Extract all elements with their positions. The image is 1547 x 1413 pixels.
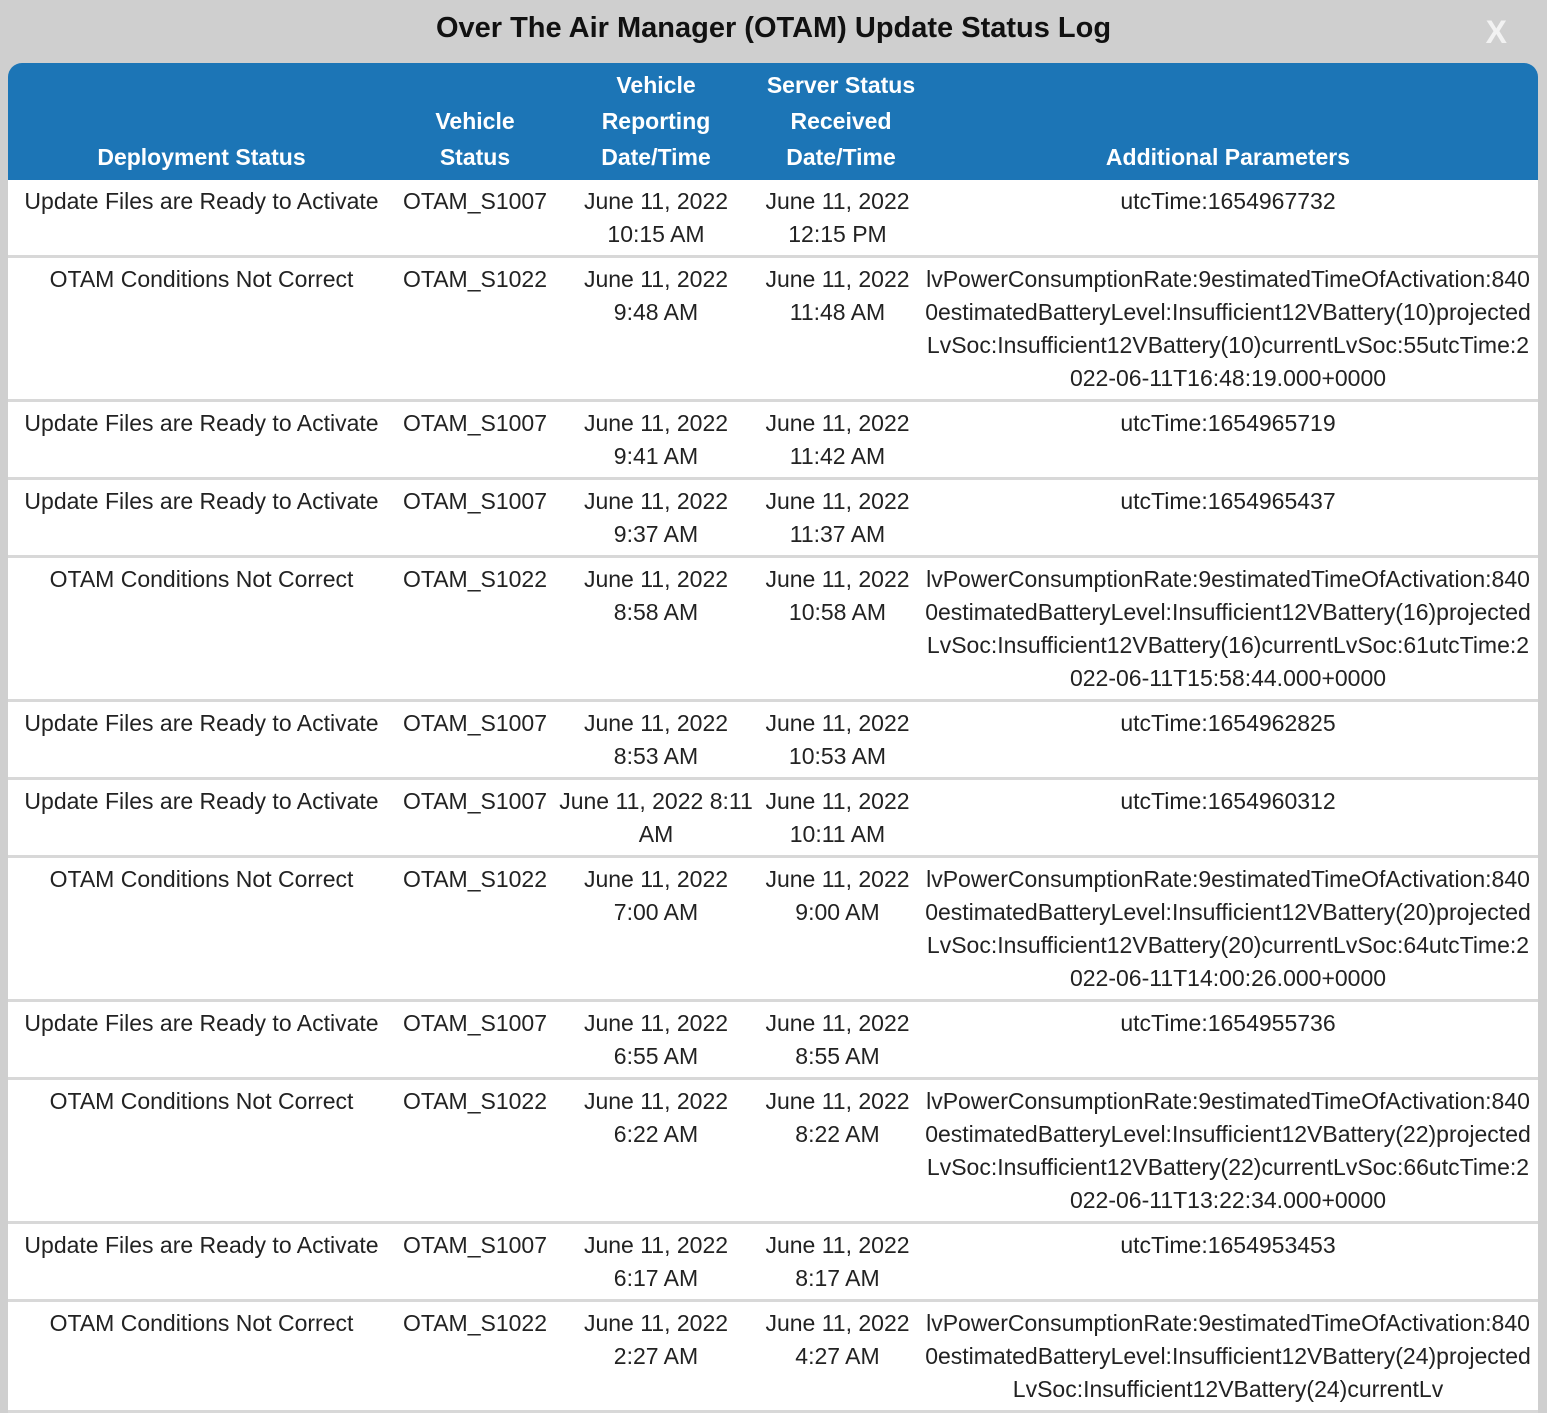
table-cell: lvPowerConsumptionRate:9estimatedTimeOfA… xyxy=(918,858,1538,1002)
table-cell: lvPowerConsumptionRate:9estimatedTimeOfA… xyxy=(918,1080,1538,1224)
table-row: Update Files are Ready to Activate OTAM_S… xyxy=(8,402,1538,480)
table-cell: OTAM_S1022 xyxy=(395,1080,555,1224)
table-cell: OTAM_S1007 xyxy=(395,1224,555,1302)
table-container: Deployment Status Vehicle Status Vehicle R… xyxy=(8,63,1538,1413)
table-cell: June 11, 2022 7:00 AM xyxy=(555,858,757,1002)
column-header[interactable]: Deployment Status xyxy=(8,63,395,180)
table-row: Update Files are Ready to Activate OTAM_S… xyxy=(8,702,1538,780)
table-cell: OTAM_S1007 xyxy=(395,480,555,558)
table-cell: June 11, 2022 8:17 AM xyxy=(757,1224,918,1302)
header-text: Server Status Received Date/Time xyxy=(766,72,916,170)
table-cell: June 11, 2022 10:11 AM xyxy=(757,780,918,858)
table-cell: Update Files are Ready to Activate xyxy=(8,480,395,558)
table-body: Update Files are Ready to Activate OTAM_S… xyxy=(8,180,1538,1413)
table-row: Update Files are Ready to Activate OTAM_S… xyxy=(8,1224,1538,1302)
header-text: Deployment Status xyxy=(97,144,306,170)
table-cell: lvPowerConsumptionRate:9estimatedTimeOfA… xyxy=(918,258,1538,402)
page: Over The Air Manager (OTAM) Update Statu… xyxy=(8,12,1538,1413)
table-cell: OTAM_S1007 xyxy=(395,1002,555,1080)
table-row: OTAM Conditions Not Correct OTAM_S1022 Jun… xyxy=(8,558,1538,702)
table-cell: OTAM_S1022 xyxy=(395,1302,555,1413)
table-cell: utcTime:1654965437 xyxy=(918,480,1538,558)
header-text: Vehicle Reporting Date/Time xyxy=(601,72,711,170)
status-table: Deployment Status Vehicle Status Vehicle R… xyxy=(8,63,1538,1413)
table-cell: Update Files are Ready to Activate xyxy=(8,702,395,780)
table-cell: utcTime:1654953453 xyxy=(918,1224,1538,1302)
close-button[interactable]: X xyxy=(1485,14,1507,50)
table-row: Update Files are Ready to Activate OTAM_S… xyxy=(8,180,1538,258)
table-cell: June 11, 2022 9:41 AM xyxy=(555,402,757,480)
table-row: OTAM Conditions Not Correct OTAM_S1022 Jun… xyxy=(8,858,1538,1002)
table-cell: utcTime:1654962825 xyxy=(918,702,1538,780)
dialog-title: Over The Air Manager (OTAM) Update Statu… xyxy=(435,12,1112,44)
table-cell: June 11, 2022 9:37 AM xyxy=(555,480,757,558)
table-row: OTAM Conditions Not Correct OTAM_S1022 Jun… xyxy=(8,258,1538,402)
table-cell: June 11, 2022 11:48 AM xyxy=(757,258,918,402)
table-cell: utcTime:1654965719 xyxy=(918,402,1538,480)
table-cell: June 11, 2022 8:55 AM xyxy=(757,1002,918,1080)
table-cell: June 11, 2022 6:22 AM xyxy=(555,1080,757,1224)
table-cell: Update Files are Ready to Activate xyxy=(8,402,395,480)
table-cell: OTAM_S1022 xyxy=(395,858,555,1002)
table-cell: June 11, 2022 10:53 AM xyxy=(757,702,918,780)
table-cell: Update Files are Ready to Activate xyxy=(8,1224,395,1302)
table-row: Update Files are Ready to Activate OTAM_S… xyxy=(8,780,1538,858)
header-text: Additional Parameters xyxy=(1105,144,1351,170)
column-header[interactable]: Additional Parameters xyxy=(918,63,1538,180)
table-cell: June 11, 2022 9:48 AM xyxy=(555,258,757,402)
table-cell: June 11, 2022 6:55 AM xyxy=(555,1002,757,1080)
table-cell: Update Files are Ready to Activate xyxy=(8,1002,395,1080)
table-cell: OTAM Conditions Not Correct xyxy=(8,1080,395,1224)
table-cell: June 11, 2022 8:53 AM xyxy=(555,702,757,780)
table-cell: OTAM Conditions Not Correct xyxy=(8,1302,395,1413)
table-cell: June 11, 2022 9:00 AM xyxy=(757,858,918,1002)
table-cell: OTAM Conditions Not Correct xyxy=(8,858,395,1002)
table-cell: OTAM_S1007 xyxy=(395,702,555,780)
table-cell: utcTime:1654960312 xyxy=(918,780,1538,858)
table-cell: utcTime:1654955736 xyxy=(918,1002,1538,1080)
table-cell: June 11, 2022 2:27 AM xyxy=(555,1302,757,1413)
table-cell: June 11, 2022 8:58 AM xyxy=(555,558,757,702)
column-header[interactable]: Vehicle Status xyxy=(395,63,555,180)
table-cell: Update Files are Ready to Activate xyxy=(8,780,395,858)
table-row: OTAM Conditions Not Correct OTAM_S1022 Jun… xyxy=(8,1302,1538,1413)
table-row: OTAM Conditions Not Correct OTAM_S1022 Jun… xyxy=(8,1080,1538,1224)
table-cell: June 11, 2022 11:37 AM xyxy=(757,480,918,558)
table-cell: OTAM_S1022 xyxy=(395,558,555,702)
table-cell: OTAM_S1007 xyxy=(395,180,555,258)
table-cell: lvPowerConsumptionRate:9estimatedTimeOfA… xyxy=(918,1302,1538,1413)
table-cell: OTAM Conditions Not Correct xyxy=(8,558,395,702)
table-cell: lvPowerConsumptionRate:9estimatedTimeOfA… xyxy=(918,558,1538,702)
table-cell: June 11, 2022 4:27 AM xyxy=(757,1302,918,1413)
table-row: Update Files are Ready to Activate OTAM_S… xyxy=(8,480,1538,558)
table-cell: June 11, 2022 8:11 AM xyxy=(555,780,757,858)
table-cell: OTAM_S1007 xyxy=(395,780,555,858)
table-cell: OTAM_S1007 xyxy=(395,402,555,480)
table-cell: OTAM_S1022 xyxy=(395,258,555,402)
table-cell: OTAM Conditions Not Correct xyxy=(8,258,395,402)
table-cell: June 11, 2022 8:22 AM xyxy=(757,1080,918,1224)
column-header[interactable]: Vehicle Reporting Date/Time xyxy=(555,63,757,180)
table-cell: June 11, 2022 6:17 AM xyxy=(555,1224,757,1302)
table-cell: June 11, 2022 11:42 AM xyxy=(757,402,918,480)
table-cell: June 11, 2022 10:15 AM xyxy=(555,180,757,258)
table-cell: utcTime:1654967732 xyxy=(918,180,1538,258)
header-text: Vehicle Status xyxy=(435,108,515,170)
table-cell: June 11, 2022 12:15 PM xyxy=(757,180,918,258)
header-row: Deployment Status Vehicle Status Vehicle R… xyxy=(8,63,1538,180)
table-cell: Update Files are Ready to Activate xyxy=(8,180,395,258)
table-cell: June 11, 2022 10:58 AM xyxy=(757,558,918,702)
table-row: Update Files are Ready to Activate OTAM_S… xyxy=(8,1002,1538,1080)
column-header[interactable]: Server Status Received Date/Time xyxy=(757,63,918,180)
